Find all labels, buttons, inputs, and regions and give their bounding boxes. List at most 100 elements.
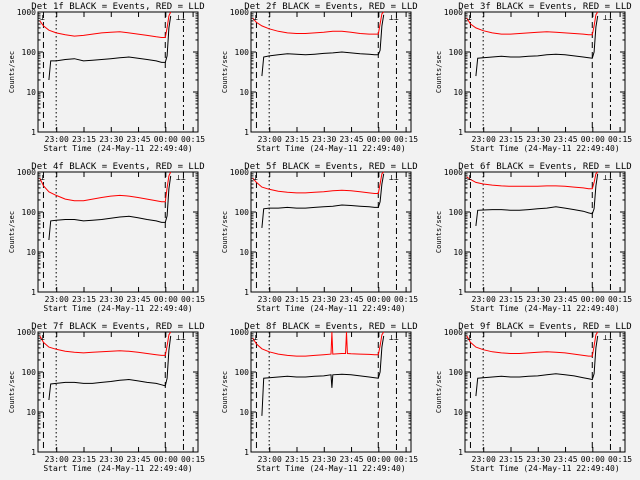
x-tick-label: 00:15 [608, 295, 632, 304]
series-events-line [475, 173, 599, 226]
x-tick-label: 00:15 [394, 295, 418, 304]
x-tick-label: 23:45 [126, 295, 150, 304]
x-tick-label: 23:45 [553, 295, 577, 304]
x-tick-label: 23:15 [499, 295, 523, 304]
x-tick-label: 23:45 [339, 295, 363, 304]
series-lld-line [252, 11, 385, 35]
panel-det-6: Det 6f BLACK = Events, RED = LLD 1 10 100 10… [435, 162, 632, 313]
x-tick-label: 00:15 [608, 135, 632, 144]
x-tick-label: 23:15 [72, 455, 96, 464]
series-lld-line [39, 331, 172, 356]
y-tick-label: 10 [239, 408, 249, 417]
x-tick-label: 23:15 [72, 135, 96, 144]
panel-title: Det 4f BLACK = Events, RED = LLD [31, 162, 204, 172]
corner-symbol: ⊥ [467, 333, 472, 342]
x-tick-label: 23:45 [339, 135, 363, 144]
corner-symbol: ⊥⊥ [176, 333, 186, 342]
x-tick-label: 23:15 [285, 455, 309, 464]
x-axis-label: Start Time (24-May-11 22:49:40) [256, 464, 405, 473]
x-tick-label: 23:15 [499, 455, 523, 464]
series-events-line [261, 14, 385, 77]
y-tick-label: 100 [449, 208, 464, 217]
x-tick-label: 23:00 [45, 455, 69, 464]
x-tick-label: 23:30 [99, 455, 123, 464]
x-tick-label: 23:00 [45, 295, 69, 304]
series-events-line [48, 175, 172, 241]
x-axis-label: Start Time (24-May-11 22:49:40) [256, 144, 405, 153]
y-tick-label: 1000 [230, 8, 249, 17]
x-tick-label: 23:30 [526, 455, 550, 464]
y-tick-label: 100 [235, 208, 250, 217]
series-lld-line [466, 171, 599, 190]
corner-symbol: ⊥ [40, 13, 45, 22]
panel-det-3: Det 3f BLACK = Events, RED = LLD 1 10 100 10… [435, 2, 632, 153]
plot-frame [464, 331, 626, 453]
x-tick-label: 23:45 [553, 455, 577, 464]
plot-frame [37, 331, 199, 453]
x-tick-label: 23:00 [258, 295, 282, 304]
x-tick-label: 23:30 [526, 295, 550, 304]
y-axis-label: Counts/sec [435, 371, 443, 413]
panel-title: Det 8f BLACK = Events, RED = LLD [244, 322, 417, 332]
x-tick-label: 00:15 [181, 135, 205, 144]
x-tick-label: 23:30 [312, 295, 336, 304]
panel-title: Det 3f BLACK = Events, RED = LLD [458, 2, 631, 12]
y-tick-label: 1000 [444, 168, 463, 177]
x-axis-label: Start Time (24-May-11 22:49:40) [256, 304, 405, 313]
x-axis-label: Start Time (24-May-11 22:49:40) [470, 144, 619, 153]
series-lld-line [466, 11, 599, 36]
series-lld-line [39, 171, 172, 203]
corner-symbol: ⊥ [467, 173, 472, 182]
corner-symbol: ⊥⊥ [389, 333, 399, 342]
corner-symbol: ⊥⊥ [603, 173, 613, 182]
x-tick-label: 23:30 [99, 295, 123, 304]
panel-det-2: Det 2f BLACK = Events, RED = LLD 1 10 100 10… [221, 2, 418, 153]
y-tick-label: 100 [449, 48, 464, 57]
y-tick-label: 10 [453, 248, 463, 257]
series-events-line [261, 173, 385, 228]
y-axis-label: Counts/sec [8, 51, 16, 93]
x-axis-label: Start Time (24-May-11 22:49:40) [470, 464, 619, 473]
y-axis-label: Counts/sec [8, 371, 16, 413]
plot-frame [250, 331, 412, 453]
series-lld-line [466, 331, 599, 357]
x-tick-label: 23:45 [126, 135, 150, 144]
x-tick-label: 23:15 [285, 135, 309, 144]
x-tick-label: 23:00 [472, 295, 496, 304]
plot-frame [464, 11, 626, 133]
y-tick-label: 100 [22, 208, 37, 217]
plot-frame [464, 171, 626, 293]
y-axis-label: Counts/sec [221, 211, 229, 253]
x-tick-label: 00:00 [154, 455, 178, 464]
x-tick-label: 23:15 [499, 135, 523, 144]
x-tick-label: 23:45 [339, 455, 363, 464]
y-tick-label: 100 [235, 48, 250, 57]
plot-frame [37, 171, 199, 293]
corner-symbol: ⊥⊥ [603, 13, 613, 22]
y-axis-label: Counts/sec [435, 211, 443, 253]
plot-frame [37, 11, 199, 133]
corner-symbol: ⊥ [253, 333, 258, 342]
y-tick-label: 1 [458, 288, 463, 297]
y-tick-label: 1000 [230, 328, 249, 337]
x-tick-label: 00:15 [181, 455, 205, 464]
corner-symbol: ⊥ [40, 333, 45, 342]
y-tick-label: 1 [244, 448, 249, 457]
y-tick-label: 10 [453, 88, 463, 97]
series-lld-line [39, 11, 172, 38]
panel-title: Det 2f BLACK = Events, RED = LLD [244, 2, 417, 12]
series-events-line [475, 15, 599, 77]
x-tick-label: 23:30 [526, 135, 550, 144]
y-axis-label: Counts/sec [435, 51, 443, 93]
corner-symbol: ⊥⊥ [389, 173, 399, 182]
y-tick-label: 10 [26, 88, 36, 97]
x-tick-label: 23:30 [99, 135, 123, 144]
y-tick-label: 10 [239, 88, 249, 97]
panel-det-7: Det 7f BLACK = Events, RED = LLD 1 10 100 10… [8, 322, 205, 473]
y-tick-label: 10 [239, 248, 249, 257]
x-tick-label: 00:00 [581, 295, 605, 304]
series-events-line [48, 335, 172, 401]
panel-title: Det 6f BLACK = Events, RED = LLD [458, 162, 631, 172]
x-tick-label: 23:00 [258, 455, 282, 464]
